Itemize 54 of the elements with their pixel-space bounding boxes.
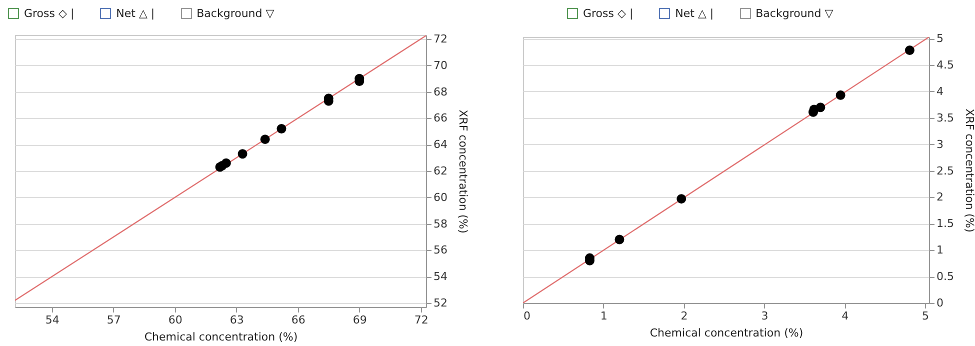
x-tick-label: 54 bbox=[45, 314, 60, 326]
y-tick-label: 70 bbox=[434, 58, 448, 72]
y-tick-label: 72 bbox=[434, 32, 448, 46]
x-tick-label: 72 bbox=[414, 314, 428, 326]
y-axis-title: XRF concentration (%) bbox=[456, 110, 470, 234]
y-tick-label: 2.5 bbox=[936, 164, 954, 178]
text: Background ▽ bbox=[756, 7, 834, 20]
point bbox=[276, 124, 286, 134]
y-tick-label: 60 bbox=[434, 190, 448, 204]
point bbox=[221, 158, 231, 168]
y-tick-label: 54 bbox=[434, 270, 448, 284]
x-tick-label: 5 bbox=[922, 310, 929, 322]
y-tick-label: 56 bbox=[434, 244, 448, 257]
x-tick-label: 0 bbox=[524, 310, 530, 322]
y-tick-label: 4.5 bbox=[936, 58, 954, 72]
y-tick-label: 52 bbox=[434, 296, 448, 310]
x-tick-label: 63 bbox=[230, 314, 244, 326]
x-tick-label: 69 bbox=[352, 314, 367, 326]
text: Net △ | bbox=[675, 7, 714, 20]
x-tick-label: 57 bbox=[106, 314, 121, 326]
y-tick-label: 66 bbox=[434, 112, 448, 125]
x-tick-label: 3 bbox=[761, 310, 768, 322]
y-tick-label: 4 bbox=[936, 84, 944, 98]
y-tick-label: 58 bbox=[434, 217, 448, 230]
x-tick-label: 2 bbox=[680, 310, 688, 322]
y-axis-title: XRF concentration (%) bbox=[962, 108, 975, 232]
point bbox=[238, 149, 248, 159]
y-tick-label: 5 bbox=[936, 32, 944, 46]
point bbox=[614, 234, 624, 244]
text: Gross ◇ | bbox=[583, 7, 634, 20]
x-axis-title: Chemical concentration (%) bbox=[144, 330, 298, 344]
x-tick-label: 4 bbox=[842, 310, 849, 322]
x-tick-label: 60 bbox=[168, 314, 182, 326]
y-tick-label: 1 bbox=[936, 244, 944, 257]
y-tick-label: 64 bbox=[434, 138, 448, 152]
y-tick-label: 0.5 bbox=[936, 270, 954, 284]
text: Gross ◇ | bbox=[24, 7, 74, 20]
point bbox=[816, 102, 826, 112]
x-tick-label: 66 bbox=[291, 314, 306, 326]
point bbox=[904, 45, 914, 55]
y-tick-label: 3 bbox=[936, 138, 944, 151]
y-tick-label: 0 bbox=[936, 296, 944, 310]
text: Net △ | bbox=[116, 7, 155, 20]
y-tick-label: 68 bbox=[434, 85, 448, 98]
y-tick-label: 2 bbox=[936, 190, 944, 204]
y-tick-label: 62 bbox=[434, 164, 448, 178]
point bbox=[836, 90, 846, 100]
y-tick-label: 1.5 bbox=[936, 217, 954, 230]
point bbox=[676, 194, 686, 204]
x-axis-title: Chemical concentration (%) bbox=[650, 326, 804, 340]
x-tick-label: 1 bbox=[600, 310, 608, 322]
point bbox=[260, 134, 270, 144]
text: Background ▽ bbox=[196, 7, 274, 20]
y-tick-label: 3.5 bbox=[936, 111, 954, 124]
